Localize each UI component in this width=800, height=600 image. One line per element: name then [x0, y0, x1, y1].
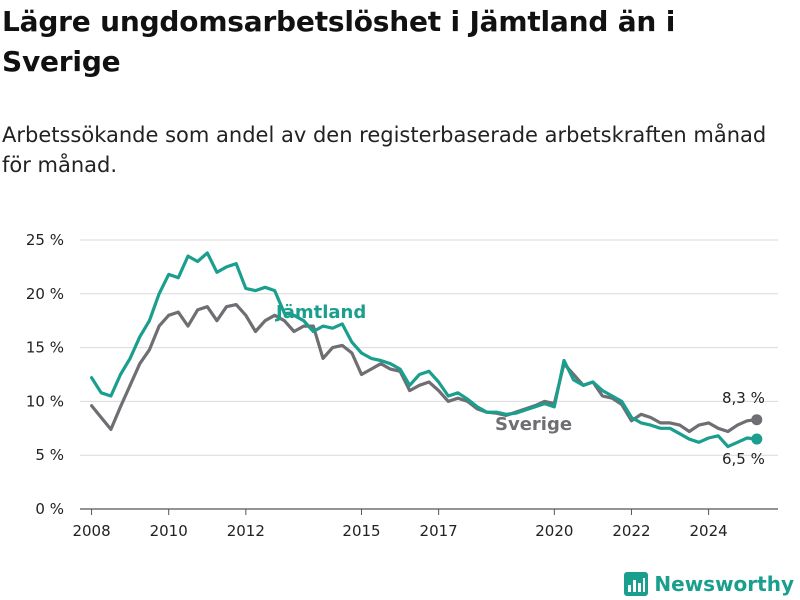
- line-chart: 0 %5 %10 %15 %20 %25 % 2008 2010 2012 2015 2…: [26, 231, 778, 540]
- y-tick-label: 20 %: [26, 285, 64, 303]
- grid-lines: [80, 239, 778, 510]
- y-tick-label: 0 %: [35, 500, 64, 518]
- x-tick-label: 2015: [342, 522, 380, 540]
- bar-chart-icon: [624, 572, 649, 596]
- x-tick-label: 2024: [689, 522, 727, 540]
- series-labels: Jämtland Sverige 6,5 % 8,3 %: [274, 302, 765, 468]
- x-tick-label: 2010: [150, 522, 188, 540]
- x-tick-label: 2017: [420, 522, 458, 540]
- end-value-sverige: 8,3 %: [722, 389, 765, 407]
- y-tick-label: 15 %: [26, 339, 64, 357]
- x-tick-label: 2008: [72, 522, 110, 540]
- series-line-sverige: [90, 303, 759, 434]
- x-tick-label: 2020: [535, 522, 573, 540]
- x-tick-label: 2022: [612, 522, 650, 540]
- chart-subtitle: Arbetssökande som andel av den registerb…: [2, 123, 767, 177]
- end-point-jamtland: [751, 433, 763, 445]
- x-tick-label: 2012: [227, 522, 265, 540]
- newsworthy-logo: Newsworthy: [624, 572, 794, 596]
- x-axis: 2008 2010 2012 2015 2017 2020 2022 2024: [72, 509, 728, 540]
- brand-name: Newsworthy: [654, 572, 794, 596]
- y-tick-label: 25 %: [26, 231, 64, 249]
- series-label-sverige: Sverige: [495, 414, 572, 435]
- series-label-jamtland: Jämtland: [274, 302, 366, 323]
- chart-title: Lägre ungdomsarbetslöshet i Jämtland än …: [2, 5, 676, 78]
- end-value-jamtland: 6,5 %: [722, 450, 765, 468]
- y-tick-label: 5 %: [35, 446, 64, 464]
- series-line-jamtland: [90, 251, 759, 449]
- y-axis-labels: 0 % 5 % 10 % 15 % 20 % 25 %: [26, 231, 64, 518]
- series-lines: [90, 251, 763, 449]
- end-point-sverige: [751, 414, 763, 426]
- y-tick-label: 10 %: [26, 392, 64, 410]
